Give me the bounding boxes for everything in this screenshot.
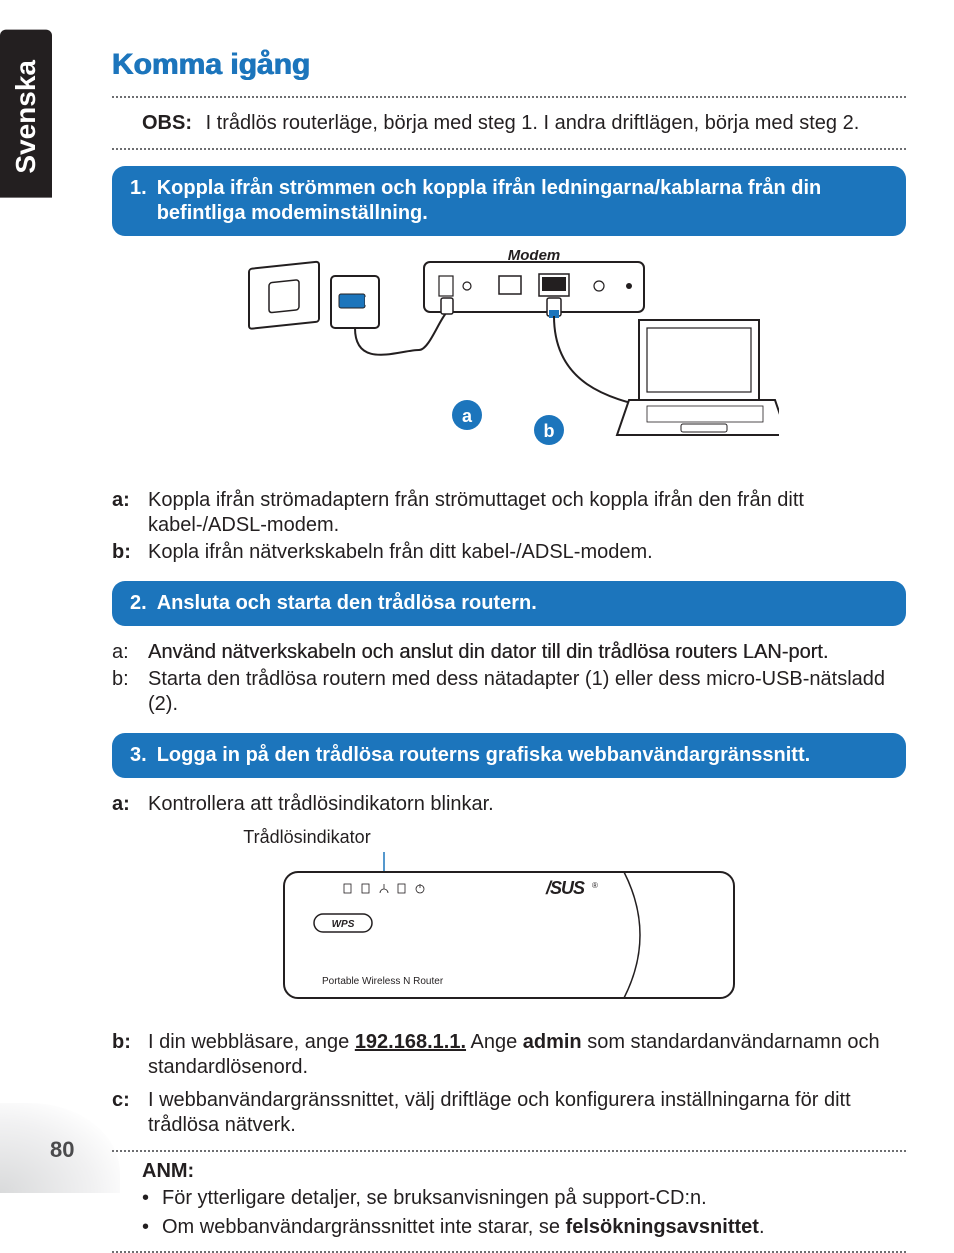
item-label: a: [112,792,148,817]
step-1-number: 1. [130,176,147,226]
step1-item-b: b: Kopla ifrån nätverkskabeln från ditt … [112,540,906,565]
step-2-number: 2. [130,591,147,616]
obs-text: I trådlös routerläge, börja med steg 1. … [206,112,860,134]
obs-label: OBS: [142,112,192,134]
wireless-indicator-label: Trådlösindikator [242,827,372,848]
step-1-bar: 1. Koppla ifrån strömmen och koppla ifrå… [112,166,906,236]
step-2-text: Ansluta och starta den trådlösa routern. [157,591,537,616]
item-label: c: [112,1088,148,1138]
modem-label: Modem [508,250,561,264]
step-3-number: 3. [130,743,147,768]
note-text: Om webbanvändargränssnittet inte starar,… [162,1214,765,1241]
item-text: I din webbläsare, ange 192.168.1.1. Ange… [148,1030,906,1080]
note-bullet-1: • För ytterligare detaljer, se bruksanvi… [142,1185,906,1212]
language-tab: Svenska [0,30,52,198]
divider [112,1150,906,1152]
item-label: b: [112,540,148,565]
notes-heading: ANM: [142,1160,906,1183]
step2-item-a: a: Använd nätverkskabeln och anslut din … [112,640,906,665]
step-3-text: Logga in på den trådlösa routerns grafis… [157,743,810,768]
step-3-bar: 3. Logga in på den trådlösa routerns gra… [112,733,906,778]
svg-text:/SUS: /SUS [545,878,585,898]
item-text: Kopla ifrån nätverkskabeln från ditt kab… [148,540,906,565]
step3-item-c: c: I webbanvändargränssnittet, välj drif… [112,1088,906,1138]
svg-text:WPS: WPS [332,919,355,930]
item-label: b: [112,1030,148,1080]
notes-block: ANM: • För ytterligare detaljer, se bruk… [112,1158,906,1245]
item-label: a: [112,640,148,665]
default-credentials: admin [523,1031,582,1053]
svg-text:b: b [544,421,555,441]
item-label: b: [112,667,148,717]
diagram-modem-setup: Modem [112,250,906,470]
page-number: 80 [50,1137,74,1163]
item-text: Koppla ifrån strömadaptern från strömutt… [148,488,906,538]
step2-item-b: b: Starta den trådlösa routern med dess … [112,667,906,717]
obs-note: OBS: I trådlös routerläge, börja med ste… [112,104,906,142]
step3-item-a: a: Kontrollera att trådlösindikatorn bli… [112,792,906,817]
svg-text:Portable Wireless N Router: Portable Wireless N Router [322,976,444,987]
item-text: Kontrollera att trådlösindikatorn blinka… [148,792,906,817]
divider [112,148,906,150]
svg-text:a: a [462,406,473,426]
step3-item-b: b: I din webbläsare, ange 192.168.1.1. A… [112,1030,906,1080]
item-text: Använd nätverkskabeln och anslut din dat… [148,640,906,665]
router-ip: 192.168.1.1. [355,1031,466,1053]
diagram-router: WPS Portable Wireless N Router /SUS ® [274,852,744,1012]
note-bullet-2: • Om webbanvändargränssnittet inte stara… [142,1214,906,1241]
bullet-icon: • [142,1185,162,1212]
bullet-icon: • [142,1214,162,1241]
step-1-text: Koppla ifrån strömmen och koppla ifrån l… [157,176,888,226]
step1-item-a: a: Koppla ifrån strömadaptern från ström… [112,488,906,538]
page-title: Komma igång [112,48,906,82]
step-2-bar: 2. Ansluta och starta den trådlösa route… [112,581,906,626]
note-text: För ytterligare detaljer, se bruksanvisn… [162,1185,707,1212]
svg-text:®: ® [592,881,598,890]
item-text: Starta den trådlösa routern med dess nät… [148,667,906,717]
divider [112,96,906,98]
item-text: I webbanvändargränssnittet, välj driftlä… [148,1088,906,1138]
item-label: a: [112,488,148,538]
